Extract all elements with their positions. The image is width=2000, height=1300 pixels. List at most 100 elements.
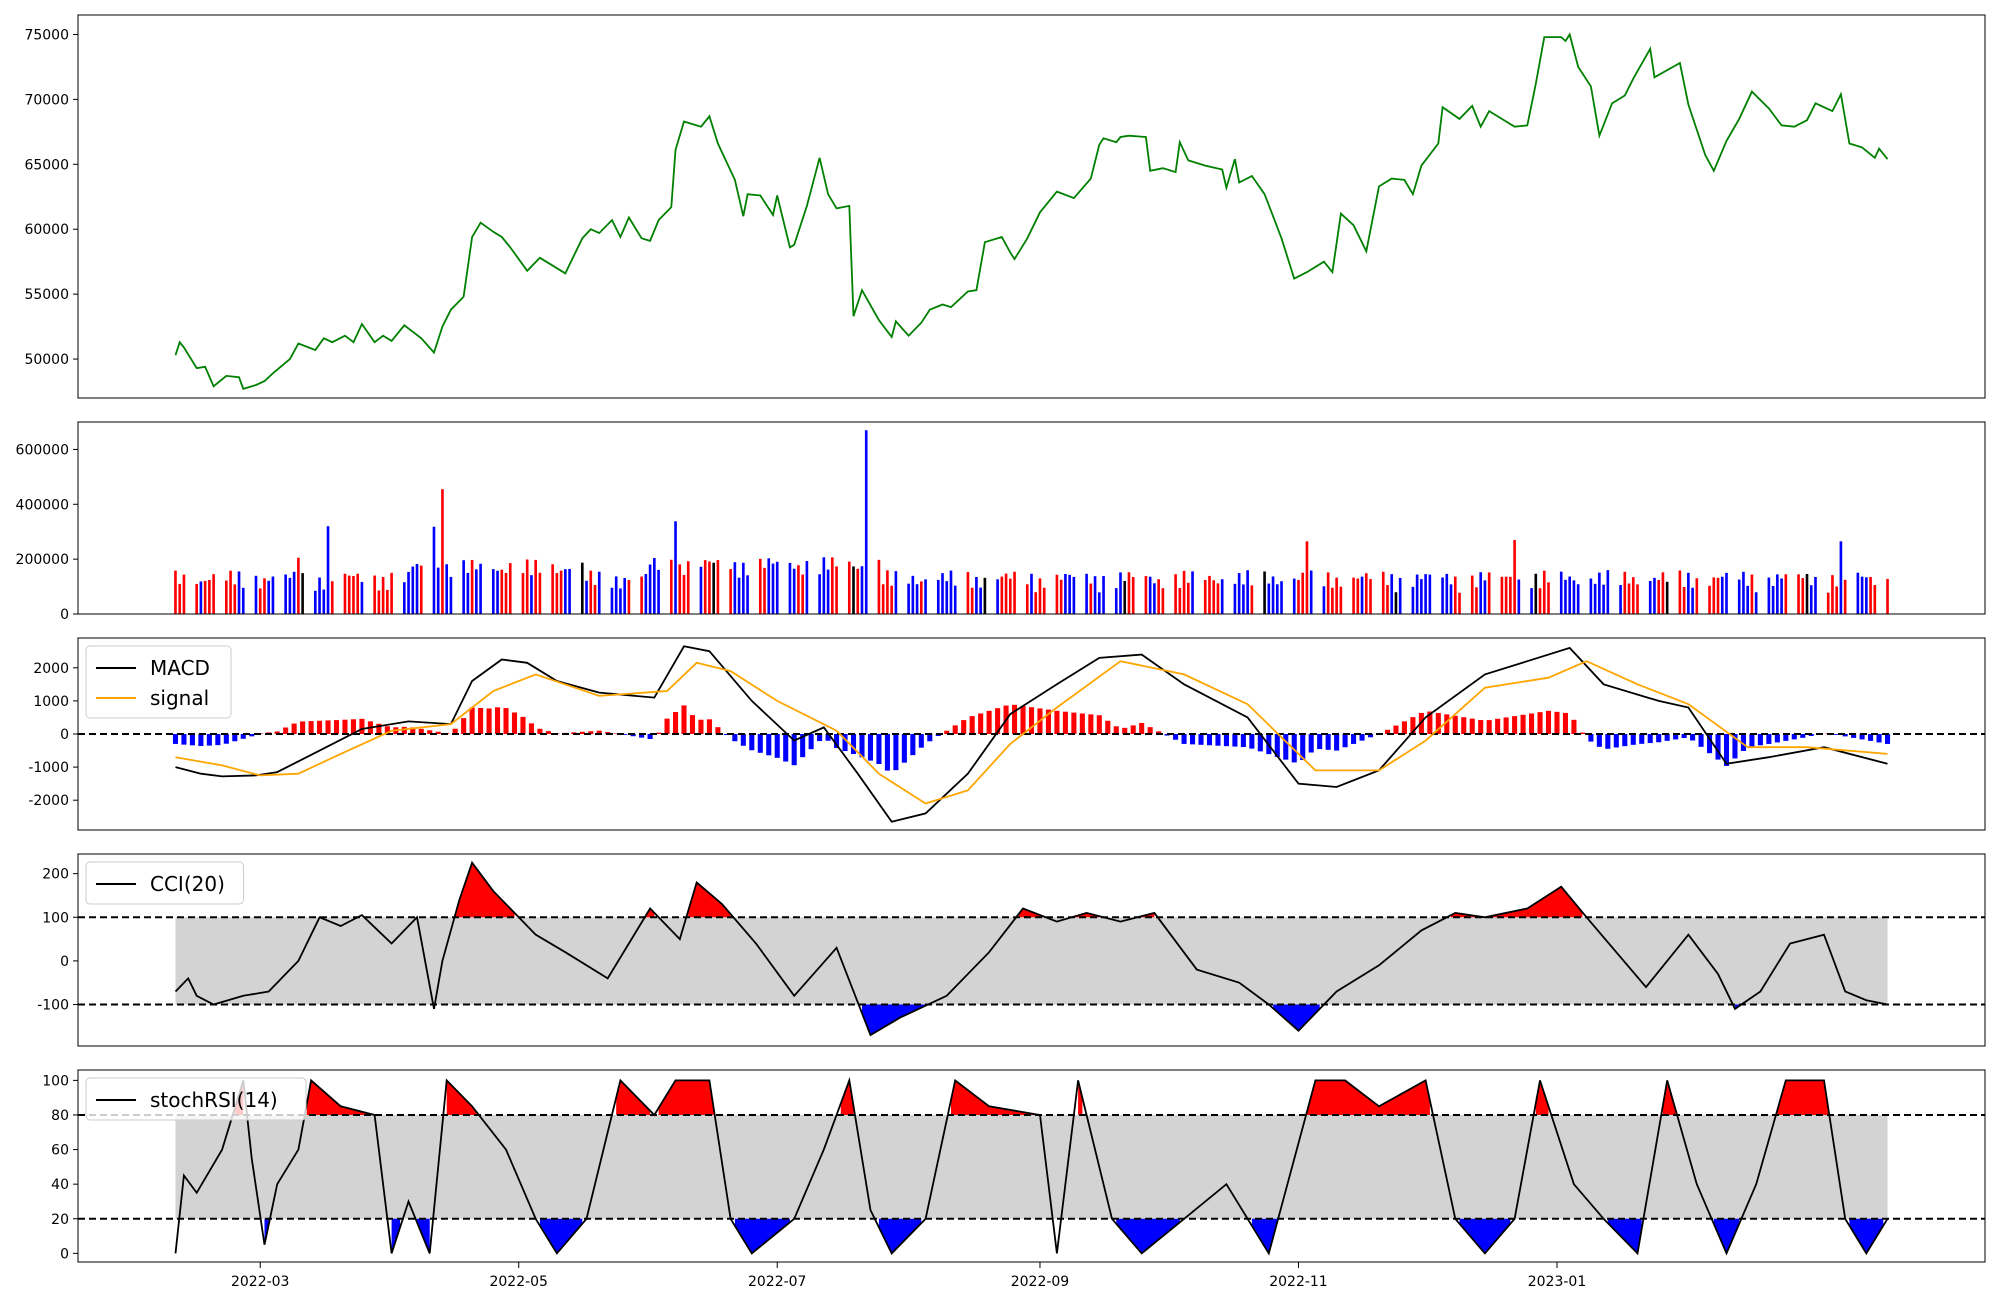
volume-bar: [297, 557, 300, 614]
x-tick-label: 2022-09: [1011, 1274, 1070, 1290]
volume-bar: [975, 576, 978, 614]
volume-bar: [559, 570, 563, 614]
y-tick-label: 2000: [33, 661, 69, 677]
volume-bar: [1415, 574, 1419, 614]
volume-bar: [322, 589, 326, 614]
macd-histogram-bar: [1791, 734, 1797, 740]
macd-histogram-bar: [300, 721, 306, 734]
macd-histogram-bar: [494, 707, 501, 734]
volume-bar: [203, 580, 207, 614]
volume-bar: [1869, 576, 1872, 614]
macd-histogram-bar: [1783, 734, 1789, 741]
volume-bar: [1623, 571, 1627, 614]
y-tick-label: 50000: [24, 352, 69, 368]
macd-histogram-bar: [588, 731, 594, 734]
macd-histogram-bar: [995, 708, 1001, 734]
volume-bar: [373, 575, 376, 614]
volume-bar: [1500, 576, 1504, 614]
volume-bar: [1559, 571, 1563, 614]
volume-bar: [1449, 584, 1453, 614]
macd-histogram-bar: [1562, 712, 1569, 734]
volume-bar: [852, 566, 855, 614]
macd-histogram-bar: [1139, 722, 1145, 734]
volume-bar: [835, 566, 838, 614]
macd-histogram-bar: [876, 734, 882, 764]
volume-bar: [284, 574, 287, 614]
macd-histogram-bar: [1868, 734, 1874, 741]
y-tick-label: 400000: [16, 497, 69, 513]
macd-series-line: [175, 645, 1888, 823]
macd-histogram-bar: [893, 734, 899, 771]
macd-histogram-bar: [545, 731, 551, 734]
volume-bar: [1097, 592, 1101, 614]
volume-bar: [229, 570, 232, 614]
volume-bar: [258, 588, 262, 614]
volume-bar: [758, 558, 762, 614]
volume-bar: [1814, 576, 1817, 614]
volume-bar: [792, 568, 796, 614]
macd-histogram-bar: [181, 734, 187, 745]
volume-bar: [199, 581, 203, 614]
volume-bar: [347, 575, 351, 614]
macd-histogram-bar: [656, 732, 662, 734]
price-plot-area: [78, 15, 1985, 398]
macd-histogram-bar: [1325, 734, 1331, 750]
y-tick-label: 1000: [33, 694, 69, 710]
volume-bar: [1576, 584, 1580, 614]
volume-bar: [538, 572, 542, 614]
volume-bar: [1322, 586, 1326, 614]
volume-bar: [907, 583, 910, 614]
macd-histogram-bar: [240, 734, 246, 739]
volume-bar: [589, 570, 593, 614]
volume-bar: [1619, 585, 1622, 614]
macd-histogram-bar: [172, 734, 179, 744]
volume-bar: [288, 577, 292, 614]
volume-bar: [386, 589, 389, 614]
macd-histogram-bar: [978, 713, 984, 734]
volume-bar: [1691, 587, 1694, 614]
volume-bar: [742, 562, 745, 614]
y-tick-label: 80: [51, 1108, 69, 1124]
volume-bar: [1593, 583, 1597, 614]
macd-series-line: [175, 660, 1888, 805]
cci-frame: [77, 853, 1986, 1047]
volume-bar: [1093, 576, 1097, 614]
volume-bar: [1534, 573, 1538, 614]
macd-histogram-bar: [1613, 734, 1619, 748]
volume-bar: [1797, 574, 1800, 614]
volume-bar: [1275, 584, 1279, 614]
cci-line: [174, 860, 1888, 1037]
macd-histogram-bar: [800, 734, 806, 758]
macd-histogram-bar: [198, 734, 204, 747]
volume-bar: [1297, 579, 1300, 614]
volume-bar: [233, 584, 237, 614]
volume-bar: [623, 578, 626, 614]
cci-overbought-fill: [455, 862, 515, 918]
volume-bar: [1000, 576, 1004, 614]
volume-bar: [1025, 584, 1029, 614]
volume-bar: [1059, 579, 1063, 614]
volume-bar: [979, 587, 982, 614]
volume-bar: [945, 581, 949, 614]
stochrsi-marks: [78, 1076, 1985, 1256]
macd-histogram-bar: [664, 718, 670, 734]
macd-histogram-bar: [410, 727, 416, 734]
volume-bar: [941, 573, 944, 614]
legend-label: stochRSI(14): [150, 1088, 278, 1112]
volume-bar: [1424, 574, 1427, 614]
y-tick-label: 600000: [16, 442, 69, 458]
volume-bar: [1250, 585, 1254, 614]
macd-histogram-bar: [1334, 734, 1340, 751]
volume-bar: [479, 563, 482, 614]
volume-bar: [407, 571, 410, 614]
macd-histogram-bar: [486, 708, 492, 734]
volume-bar: [1653, 577, 1656, 614]
volume-bar: [500, 569, 504, 614]
y-tick-label: 70000: [24, 92, 69, 108]
macd-histogram-bar: [961, 720, 967, 734]
macd-histogram-bar: [1495, 718, 1501, 734]
volume-bar: [1776, 574, 1779, 614]
volume-bar: [1754, 592, 1758, 614]
macd-histogram-bar: [232, 734, 238, 742]
volume-bar: [1682, 586, 1686, 614]
